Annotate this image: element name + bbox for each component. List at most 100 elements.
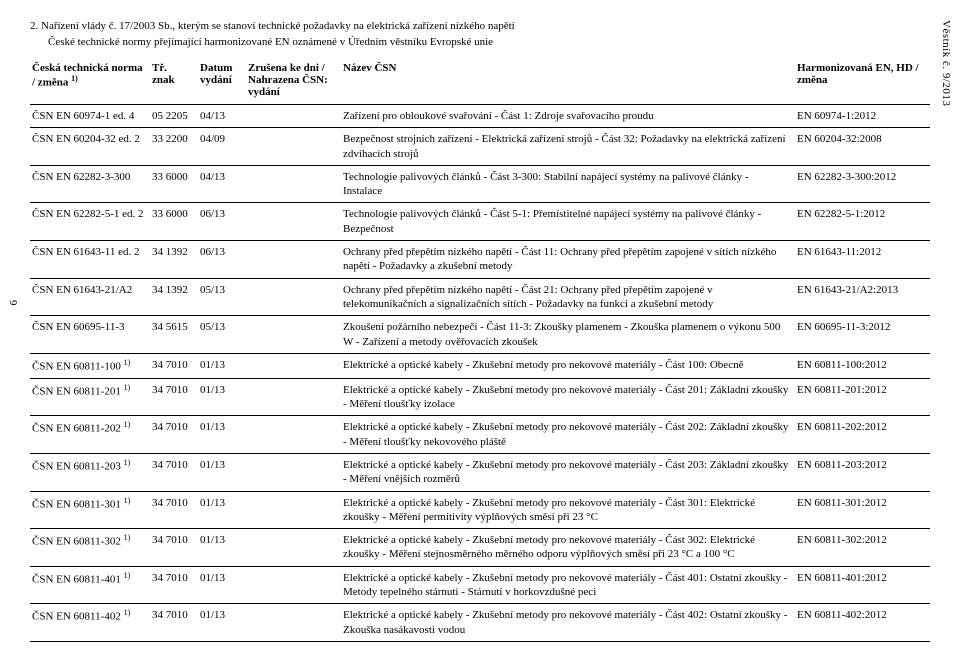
cell-tr: 34 1392: [150, 241, 198, 279]
cell-tr: 33 2200: [150, 128, 198, 166]
th-name: Název ČSN: [341, 58, 795, 105]
cell-norm: ČSN EN 60811-201 1): [30, 378, 150, 416]
th-harm: Harmonizovaná EN, HD / změna: [795, 58, 930, 105]
table-row: ČSN EN 60811-201 1)34 701001/13Elektrick…: [30, 378, 930, 416]
decree-text: 2. Nařízení vlády č. 17/2003 Sb., kterým…: [30, 20, 515, 32]
cell-norm: ČSN EN 60811-203 1): [30, 454, 150, 492]
cell-rev: [246, 416, 341, 454]
cell-rev: [246, 454, 341, 492]
cell-tr: 05 2205: [150, 105, 198, 128]
cell-rev: [246, 491, 341, 529]
cell-rev: [246, 353, 341, 378]
table-row: ČSN EN 60811-401 1)34 701001/13Elektrick…: [30, 566, 930, 604]
cell-date: 01/13: [198, 491, 246, 529]
cell-norm: ČSN EN 60811-100 1): [30, 353, 150, 378]
cell-harm: EN 60974-1:2012: [795, 105, 930, 128]
cell-harm: EN 62282-3-300:2012: [795, 165, 930, 203]
cell-date: 05/13: [198, 278, 246, 316]
cell-rev: [246, 105, 341, 128]
cell-harm: EN 60811-302:2012: [795, 529, 930, 567]
cell-norm: ČSN EN 60811-202 1): [30, 416, 150, 454]
cell-harm: EN 60204-32:2008: [795, 128, 930, 166]
cell-tr: 33 6000: [150, 165, 198, 203]
description-line: České technické normy přejímající harmon…: [30, 36, 930, 48]
table-row: ČSN EN 60811-100 1)34 701001/13 Elektrick…: [30, 353, 930, 378]
table-row: ČSN EN 60811-203 1)34 701001/13Elektrick…: [30, 454, 930, 492]
table-body: ČSN EN 60974-1 ed. 405 220504/13Zařízení…: [30, 105, 930, 642]
table-row: ČSN EN 61643-11 ed. 234 139206/13Ochrany…: [30, 241, 930, 279]
cell-rev: [246, 165, 341, 203]
cell-name: Technologie palivových článků - Část 3-3…: [341, 165, 795, 203]
cell-date: 04/13: [198, 105, 246, 128]
page-number: 6: [8, 300, 20, 306]
cell-name: Bezpečnost strojních zařízení - Elektric…: [341, 128, 795, 166]
cell-norm: ČSN EN 60811-402 1): [30, 604, 150, 642]
table-row: ČSN EN 60974-1 ed. 405 220504/13 Zařízení…: [30, 105, 930, 128]
table-row: ČSN EN 60811-202 1)34 701001/13Elektrick…: [30, 416, 930, 454]
cell-rev: [246, 241, 341, 279]
cell-harm: EN 60811-100:2012: [795, 353, 930, 378]
header-section: 2. Nařízení vlády č. 17/2003 Sb., kterým…: [30, 20, 930, 48]
cell-tr: 34 1392: [150, 278, 198, 316]
cell-rev: [246, 128, 341, 166]
cell-harm: EN 60811-401:2012: [795, 566, 930, 604]
cell-tr: 34 7010: [150, 529, 198, 567]
cell-date: 01/13: [198, 353, 246, 378]
cell-tr: 34 7010: [150, 416, 198, 454]
cell-date: 01/13: [198, 604, 246, 642]
cell-name: Elektrické a optické kabely - Zkušební m…: [341, 454, 795, 492]
cell-name: Elektrické a optické kabely - Zkušební m…: [341, 529, 795, 567]
cell-name: Elektrické a optické kabely - Zkušební m…: [341, 491, 795, 529]
cell-norm: ČSN EN 60811-302 1): [30, 529, 150, 567]
cell-rev: [246, 604, 341, 642]
cell-date: 06/13: [198, 203, 246, 241]
cell-norm: ČSN EN 60811-401 1): [30, 566, 150, 604]
table-header-row: Česká technická norma / změna 1) Tř. zna…: [30, 58, 930, 105]
cell-name: Technologie palivových článků - Část 5-1…: [341, 203, 795, 241]
cell-norm: ČSN EN 60695-11-3: [30, 316, 150, 354]
cell-name: Zařízení pro obloukové svařování - Část …: [341, 105, 795, 128]
cell-date: 05/13: [198, 316, 246, 354]
table-row: ČSN EN 62282-3-30033 600004/13Technologi…: [30, 165, 930, 203]
cell-tr: 34 7010: [150, 491, 198, 529]
cell-norm: ČSN EN 61643-11 ed. 2: [30, 241, 150, 279]
cell-tr: 33 6000: [150, 203, 198, 241]
cell-harm: EN 60811-301:2012: [795, 491, 930, 529]
table-row: ČSN EN 60204-32 ed. 233 220004/09 Bezpečn…: [30, 128, 930, 166]
cell-norm: ČSN EN 60974-1 ed. 4: [30, 105, 150, 128]
th-norm: Česká technická norma / změna 1): [30, 58, 150, 105]
cell-tr: 34 7010: [150, 566, 198, 604]
cell-rev: [246, 566, 341, 604]
cell-harm: EN 61643-21/A2:2013: [795, 278, 930, 316]
cell-date: 04/13: [198, 165, 246, 203]
cell-name: Elektrické a optické kabely - Zkušební m…: [341, 378, 795, 416]
cell-norm: ČSN EN 62282-5-1 ed. 2: [30, 203, 150, 241]
cell-harm: EN 60811-201:2012: [795, 378, 930, 416]
cell-name: Zkoušení požárního nebezpečí - Část 11-3…: [341, 316, 795, 354]
table-row: ČSN EN 62282-5-1 ed. 233 600006/13 Techno…: [30, 203, 930, 241]
cell-name: Elektrické a optické kabely - Zkušební m…: [341, 566, 795, 604]
standards-table: Česká technická norma / změna 1) Tř. zna…: [30, 58, 930, 642]
th-rev: Zrušena ke dni / Nahrazena ČSN: vydání: [246, 58, 341, 105]
th-date: Datum vydání: [198, 58, 246, 105]
cell-norm: ČSN EN 60204-32 ed. 2: [30, 128, 150, 166]
side-journal-label: Věstník č. 9/2013: [940, 20, 952, 106]
table-row: ČSN EN 60811-402 1)34 701001/13Elektrick…: [30, 604, 930, 642]
cell-name: Elektrické a optické kabely - Zkušební m…: [341, 416, 795, 454]
cell-harm: EN 60811-402:2012: [795, 604, 930, 642]
table-row: ČSN EN 60811-302 1)34 701001/13Elektrick…: [30, 529, 930, 567]
cell-tr: 34 5615: [150, 316, 198, 354]
cell-harm: EN 60695-11-3:2012: [795, 316, 930, 354]
cell-norm: ČSN EN 61643-21/A2: [30, 278, 150, 316]
table-row: ČSN EN 61643-21/A234 139205/13Ochrany př…: [30, 278, 930, 316]
cell-date: 04/09: [198, 128, 246, 166]
table-row: ČSN EN 60811-301 1)34 701001/13 Elektrick…: [30, 491, 930, 529]
cell-norm: ČSN EN 60811-301 1): [30, 491, 150, 529]
cell-rev: [246, 378, 341, 416]
cell-name: Elektrické a optické kabely - Zkušební m…: [341, 353, 795, 378]
cell-tr: 34 7010: [150, 353, 198, 378]
cell-harm: EN 60811-203:2012: [795, 454, 930, 492]
cell-rev: [246, 278, 341, 316]
decree-line: 2. Nařízení vlády č. 17/2003 Sb., kterým…: [30, 20, 930, 32]
cell-harm: EN 62282-5-1:2012: [795, 203, 930, 241]
